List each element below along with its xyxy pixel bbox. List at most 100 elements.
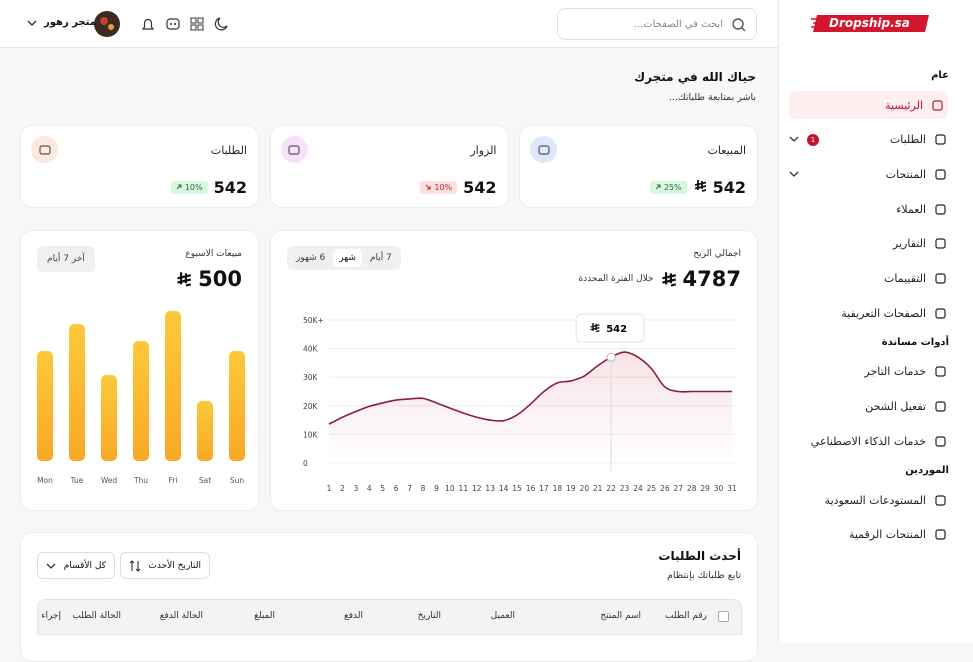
tooltip-label: 542 bbox=[606, 324, 627, 335]
week-title: مبيعات الاسبوع bbox=[185, 249, 242, 259]
table-header: رقم الطلب اسم المنتج العميل التاريخ الدفع الم… bbox=[37, 599, 742, 635]
nav-item[interactable]: الصفحات التعريفية bbox=[789, 299, 949, 327]
range-button[interactable]: آخر 7 أيام bbox=[37, 246, 95, 272]
x-tick-label: 28 bbox=[687, 484, 697, 493]
tooltip-box bbox=[575, 313, 645, 343]
x-tick-label: Mon bbox=[37, 476, 53, 485]
nav-label: الطلبات bbox=[889, 133, 926, 147]
trend-arrow bbox=[176, 183, 182, 192]
bar bbox=[229, 351, 245, 461]
column-header: الحالة الطلب bbox=[72, 611, 121, 621]
x-tick-label: Sun bbox=[230, 476, 245, 485]
stat-change: 10% bbox=[420, 181, 458, 194]
x-tick-label: 9 bbox=[434, 484, 439, 493]
x-tick-label: 27 bbox=[673, 484, 683, 493]
stat-label: المبيعات bbox=[707, 144, 746, 157]
logo-shape bbox=[811, 15, 929, 32]
week-total-row: 500 bbox=[175, 267, 242, 291]
nav-item[interactable]: العملاء bbox=[789, 195, 949, 223]
stat-row: 542 25% bbox=[649, 178, 746, 197]
stat-value: 542 bbox=[712, 178, 746, 197]
nav-item[interactable]: التقييمات bbox=[789, 265, 949, 293]
x-tick-label: 21 bbox=[593, 484, 603, 493]
nav-item[interactable]: المنتجات الرقمية bbox=[789, 521, 949, 549]
arrow-up bbox=[176, 184, 182, 190]
tab[interactable]: 6 شهور bbox=[296, 253, 326, 263]
search-icon bbox=[732, 17, 746, 31]
arrow-up bbox=[655, 184, 661, 190]
nav-label: خدمات الذكاء الاصطناعي bbox=[810, 434, 926, 448]
brand: Dropship.sa bbox=[829, 16, 910, 30]
nav-item[interactable]: المستودعات السعودية bbox=[789, 486, 949, 514]
sort-filter[interactable]: التاريخ الأحدث bbox=[120, 552, 210, 579]
change-label: 10% bbox=[434, 183, 453, 192]
tab[interactable]: شهر bbox=[333, 249, 362, 267]
column-header: العميل bbox=[490, 611, 515, 621]
select-all[interactable] bbox=[718, 611, 729, 622]
nav-label: تفعيل الشحن bbox=[865, 400, 926, 414]
x-tick-label: 7 bbox=[407, 484, 412, 493]
header-icons bbox=[27, 11, 228, 37]
trend-arrow bbox=[425, 183, 431, 192]
nav-item[interactable]: خدمات الذكاء الاصطناعي bbox=[789, 427, 949, 455]
nav-label: التقارير bbox=[892, 237, 926, 251]
week-card: مبيعات الاسبوع 500 آخر 7 أيام Mon Tue Wed T… bbox=[20, 230, 259, 511]
nav-icon bbox=[935, 401, 946, 412]
stat-icon bbox=[530, 136, 557, 163]
user-name[interactable]: متجر زهور bbox=[44, 17, 96, 28]
x-tick-label: 16 bbox=[526, 484, 536, 493]
x-tick-label: 22 bbox=[606, 484, 616, 493]
x-tick-label: 23 bbox=[620, 484, 630, 493]
nav-item[interactable]: تفعيل الشحن bbox=[789, 393, 949, 421]
y-tick-label: 30K bbox=[303, 373, 319, 382]
stat-glyph bbox=[537, 144, 550, 155]
search-box[interactable]: ابحث في الصفحات... bbox=[557, 8, 757, 40]
tab[interactable]: 7 أيام bbox=[369, 253, 392, 263]
chevron-icon bbox=[789, 171, 799, 177]
welcome-title: حياك الله في متجرك bbox=[634, 70, 756, 84]
bar bbox=[197, 401, 213, 461]
nav-icon bbox=[935, 134, 946, 145]
x-tick-label: 26 bbox=[660, 484, 670, 493]
column-header: إجراء bbox=[41, 611, 61, 621]
nav-icon bbox=[935, 203, 946, 215]
x-tick-label: 25 bbox=[647, 484, 657, 493]
y-tick-label: 20K bbox=[303, 402, 319, 411]
x-tick-label: 2 bbox=[340, 484, 345, 493]
chevron bbox=[46, 563, 56, 569]
nav-item[interactable]: المنتجات bbox=[789, 160, 949, 188]
arrow-down bbox=[425, 184, 431, 190]
x-tick-label: 30 bbox=[714, 484, 724, 493]
bar bbox=[165, 311, 181, 461]
x-tick-label: Tue bbox=[70, 476, 84, 485]
category-filter[interactable]: كل الأقسام bbox=[37, 552, 115, 579]
orders-subtitle: تابع طلباتك بإنتظام bbox=[666, 570, 741, 581]
column-header: الدفع bbox=[343, 611, 363, 621]
nav-label: الصفحات التعريفية bbox=[841, 306, 926, 320]
stat-change: 25% bbox=[649, 181, 687, 194]
column-header: اسم المنتج bbox=[600, 611, 641, 621]
nav-icon bbox=[935, 366, 946, 377]
nav-item[interactable]: الرئيسية bbox=[789, 91, 948, 119]
stat-card: المبيعات 542 25% bbox=[519, 125, 758, 208]
column-header: التاريخ bbox=[417, 611, 441, 621]
nav-icon bbox=[935, 529, 946, 540]
week-total: 500 bbox=[198, 267, 242, 291]
column-header: المبلغ bbox=[254, 611, 275, 621]
section-title: الموردين bbox=[905, 465, 949, 476]
nav-icon bbox=[932, 99, 943, 111]
logo: Dropship.sa bbox=[811, 14, 929, 33]
x-tick-label: 6 bbox=[394, 484, 399, 493]
top-bar: ابحث في الصفحات... متجر زهور bbox=[0, 0, 778, 48]
welcome-subtitle: باشر بمتابعة طلباتك... bbox=[668, 92, 756, 103]
filter-label: التاريخ الأحدث bbox=[148, 560, 201, 571]
orders-title: أحدث الطلبات bbox=[658, 549, 741, 563]
x-tick-label: 8 bbox=[421, 484, 426, 493]
x-tick-label: 10 bbox=[445, 484, 455, 493]
nav-item[interactable]: خدمات التاجر bbox=[789, 358, 949, 386]
stat-row: 542 10% bbox=[170, 178, 247, 197]
nav-badge: 1 bbox=[807, 133, 819, 146]
nav-item[interactable]: الطلبات 1 bbox=[789, 126, 949, 154]
nav-item[interactable]: التقارير bbox=[789, 230, 949, 258]
